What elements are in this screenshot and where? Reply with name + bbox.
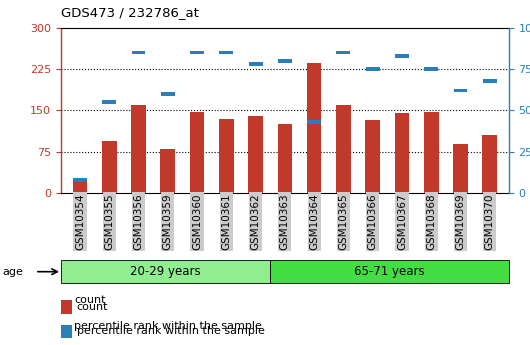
Bar	[395, 54, 409, 58]
Text: count: count	[74, 295, 105, 305]
Bar	[425, 67, 438, 71]
Text: 65-71 years: 65-71 years	[354, 265, 425, 278]
Bar	[190, 111, 205, 193]
Text: GSM10361: GSM10361	[222, 193, 231, 250]
Bar	[424, 112, 438, 193]
Text: GSM10356: GSM10356	[134, 193, 144, 250]
Bar	[219, 50, 233, 55]
Bar	[73, 178, 87, 182]
Text: GSM10362: GSM10362	[251, 193, 261, 250]
Text: age: age	[3, 267, 23, 276]
Bar	[102, 141, 117, 193]
Text: GSM10364: GSM10364	[309, 193, 319, 250]
Text: 20-29 years: 20-29 years	[130, 265, 201, 278]
Bar	[336, 105, 351, 193]
Text: percentile rank within the sample: percentile rank within the sample	[77, 326, 264, 336]
Bar	[131, 50, 145, 55]
Bar	[366, 67, 379, 71]
Bar	[249, 62, 262, 66]
Text: GSM10366: GSM10366	[368, 193, 378, 250]
Text: GSM10369: GSM10369	[455, 193, 465, 250]
Text: GSM10355: GSM10355	[104, 193, 114, 250]
Bar	[270, 260, 509, 283]
Bar	[61, 300, 72, 314]
Bar	[61, 325, 72, 338]
Bar	[219, 119, 234, 193]
Text: GSM10363: GSM10363	[280, 193, 290, 250]
Bar	[73, 179, 87, 193]
Text: GDS473 / 232786_at: GDS473 / 232786_at	[61, 6, 199, 19]
Bar	[365, 120, 380, 193]
Text: GSM10360: GSM10360	[192, 193, 202, 250]
Bar	[61, 260, 270, 283]
Bar	[102, 100, 116, 104]
Text: count: count	[77, 302, 108, 312]
Bar	[131, 105, 146, 193]
Bar	[161, 149, 175, 193]
Bar	[454, 89, 467, 92]
Text: GSM10370: GSM10370	[485, 193, 495, 250]
Text: GSM10368: GSM10368	[426, 193, 436, 250]
Bar	[482, 135, 497, 193]
Bar	[190, 50, 204, 55]
Bar	[307, 120, 321, 124]
Bar	[453, 144, 468, 193]
Bar	[161, 92, 175, 96]
Text: GSM10359: GSM10359	[163, 193, 173, 250]
Bar	[307, 63, 322, 193]
Text: GSM10354: GSM10354	[75, 193, 85, 250]
Bar	[483, 79, 497, 82]
Bar	[248, 116, 263, 193]
Text: GSM10365: GSM10365	[339, 193, 348, 250]
Text: percentile rank within the sample: percentile rank within the sample	[74, 321, 262, 331]
Text: GSM10367: GSM10367	[397, 193, 407, 250]
Bar	[278, 59, 292, 63]
Bar	[395, 113, 409, 193]
Bar	[337, 50, 350, 55]
Bar	[278, 124, 292, 193]
